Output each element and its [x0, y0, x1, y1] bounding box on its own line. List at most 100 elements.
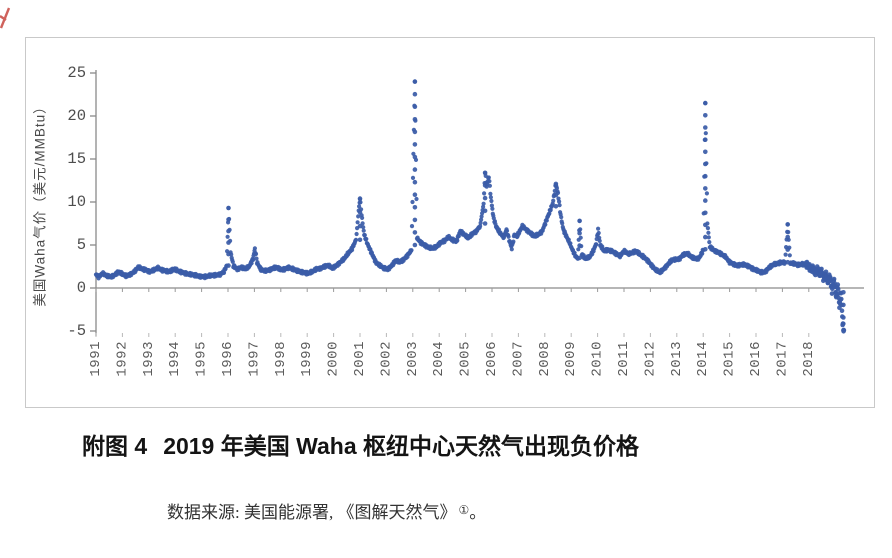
data-point: [226, 228, 231, 234]
data-point: [478, 224, 483, 229]
x-tick-label: 2017: [774, 341, 790, 377]
data-point: [412, 91, 418, 97]
data-point: [578, 235, 583, 240]
x-tick-label: 1998: [273, 341, 289, 377]
source-period: 。: [469, 503, 487, 522]
data-point: [412, 230, 418, 235]
y-tick-label: 0: [77, 279, 86, 297]
y-tick-label: 20: [67, 107, 86, 125]
data-point: [560, 221, 565, 226]
data-point: [835, 286, 841, 292]
data-point: [559, 215, 564, 220]
data-source-line: 数据来源: 美国能源署, 《图解天然气》 ①。: [167, 498, 486, 523]
data-point: [839, 308, 845, 314]
data-point: [481, 201, 486, 206]
figure-number: 附图 4: [82, 433, 148, 459]
data-point: [482, 191, 487, 196]
data-point: [835, 282, 841, 287]
data-point: [488, 191, 493, 196]
data-point: [487, 179, 492, 184]
data-point: [482, 208, 488, 214]
data-point: [839, 296, 844, 302]
data-point: [557, 199, 562, 204]
x-tick-label: 2002: [378, 341, 394, 377]
data-point: [455, 238, 460, 243]
data-point: [703, 222, 708, 228]
data-point: [841, 290, 846, 295]
y-tick-label: 15: [67, 150, 86, 168]
data-point: [576, 247, 581, 252]
data-point: [230, 259, 235, 264]
data-point: [543, 222, 548, 227]
data-point: [478, 220, 483, 225]
data-point: [479, 214, 484, 219]
data-point: [252, 246, 257, 251]
data-point: [226, 251, 231, 257]
footnote-ref-mark: ①: [458, 503, 470, 517]
data-point: [482, 221, 488, 226]
data-point: [568, 241, 573, 246]
x-tick-label: 2009: [563, 341, 579, 377]
data-point: [577, 230, 582, 236]
x-tick-label: 1993: [141, 341, 157, 377]
data-point: [596, 230, 601, 236]
data-point: [577, 243, 582, 248]
data-point: [412, 167, 418, 172]
data-point: [704, 191, 710, 196]
data-point: [785, 234, 790, 240]
data-point: [360, 215, 365, 220]
data-point: [703, 137, 708, 142]
data-source-text: 数据来源: 美国能源署, 《图解天然气》: [167, 503, 457, 522]
data-point: [703, 173, 708, 179]
y-tick-label: 10: [67, 193, 86, 211]
x-tick-label: 2015: [722, 341, 738, 377]
x-tick-label: 1995: [194, 341, 210, 377]
y-tick-label: 25: [67, 64, 86, 82]
data-point: [489, 203, 494, 208]
data-point: [225, 234, 230, 239]
data-point: [412, 242, 418, 248]
data-point: [356, 214, 361, 219]
data-point: [553, 192, 559, 198]
x-tick-label: 1996: [220, 341, 236, 377]
data-point: [410, 175, 416, 180]
data-point: [226, 240, 231, 245]
y-axis-title: 美国Waha气价（美元/MMBtu）: [33, 99, 48, 306]
data-point: [823, 269, 829, 275]
data-point: [554, 186, 560, 191]
data-point: [831, 276, 837, 282]
data-point: [783, 252, 788, 257]
figure-title: 2019 年美国 Waha 枢纽中心天然气出现负价格: [163, 433, 640, 459]
x-tick-label: 2005: [458, 341, 474, 377]
data-point: [705, 226, 711, 231]
data-point: [703, 149, 708, 155]
data-point: [706, 230, 711, 235]
data-point: [703, 125, 708, 130]
data-point: [504, 228, 510, 233]
data-point: [412, 79, 418, 84]
data-point: [578, 227, 583, 232]
data-point: [703, 210, 708, 216]
data-point: [364, 236, 369, 242]
data-point: [577, 218, 582, 224]
data-point: [254, 256, 259, 261]
data-point: [703, 186, 708, 191]
x-tick-label: 2004: [431, 341, 447, 377]
data-point: [409, 224, 415, 229]
data-point: [480, 211, 485, 216]
data-point: [412, 117, 418, 122]
data-point: [358, 200, 363, 205]
data-point: [596, 226, 601, 231]
data-point: [511, 239, 516, 244]
data-point: [557, 203, 562, 208]
data-point: [362, 233, 367, 238]
x-tick-label: 2018: [801, 341, 817, 377]
data-point: [841, 302, 846, 308]
data-point: [786, 230, 791, 235]
x-tick-label: 2013: [669, 341, 685, 377]
data-point: [226, 205, 231, 211]
x-tick-label: 2008: [537, 341, 553, 377]
x-tick-label: 2007: [510, 341, 526, 377]
x-tick-label: 2011: [616, 341, 632, 377]
data-point: [357, 196, 363, 201]
